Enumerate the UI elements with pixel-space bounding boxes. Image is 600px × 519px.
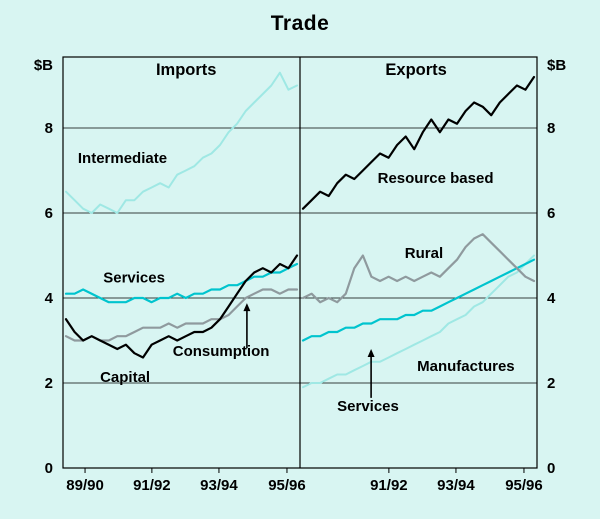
x-tick-label-89/90: 89/90	[66, 477, 104, 494]
series-label-resource-based-exports: Resource based	[378, 170, 494, 187]
series-line-services-imports	[64, 262, 299, 304]
y-tick-label-left-2: 2	[45, 375, 53, 392]
x-tick-label-93/94: 93/94	[200, 477, 238, 494]
unit-label-right: $B	[547, 57, 566, 74]
y-tick-label-right-2: 2	[547, 375, 555, 392]
x-tick-label-95/96: 95/96	[505, 477, 543, 494]
unit-label-left: $B	[34, 57, 53, 74]
panel-header-exports: Exports	[385, 61, 446, 79]
series-line-consumption-imports	[64, 288, 299, 342]
chart-title: Trade	[270, 12, 330, 35]
series-line-capital-imports	[64, 254, 299, 359]
x-tick-label-95/96: 95/96	[268, 477, 306, 494]
annotation-arrow-head-services	[367, 348, 375, 357]
x-tick-label-93/94: 93/94	[437, 477, 475, 494]
series-line-manufactures-exports	[301, 258, 536, 342]
y-tick-label-right-6: 6	[547, 205, 555, 222]
y-tick-label-right-8: 8	[547, 120, 555, 137]
series-line-intermediate-imports	[65, 71, 298, 214]
series-label-services-exports: Services	[337, 398, 399, 415]
series-line-resource-based-exports	[301, 75, 536, 210]
series-line-rural-exports	[301, 233, 536, 304]
series-label-capital-imports: Capital	[100, 369, 150, 386]
series-line-services-exports	[302, 254, 535, 389]
y-tick-label-left-4: 4	[45, 290, 54, 307]
panel-header-imports: Imports	[156, 61, 217, 79]
series-label-intermediate-imports: Intermediate	[78, 150, 167, 167]
x-tick-label-91/92: 91/92	[370, 477, 408, 494]
y-tick-label-right-4: 4	[547, 290, 556, 307]
series-label-consumption-imports: Consumption	[173, 343, 270, 360]
series-label-services-imports: Services	[103, 269, 165, 286]
y-tick-label-left-8: 8	[45, 120, 53, 137]
series-label-manufactures-exports: Manufactures	[417, 358, 515, 375]
annotation-arrow-head-consumption	[243, 303, 251, 312]
y-tick-label-left-0: 0	[45, 460, 53, 477]
y-tick-label-right-0: 0	[547, 460, 555, 477]
y-tick-label-left-6: 6	[45, 205, 53, 222]
series-label-rural-exports: Rural	[405, 245, 443, 262]
x-tick-label-91/92: 91/92	[133, 477, 171, 494]
